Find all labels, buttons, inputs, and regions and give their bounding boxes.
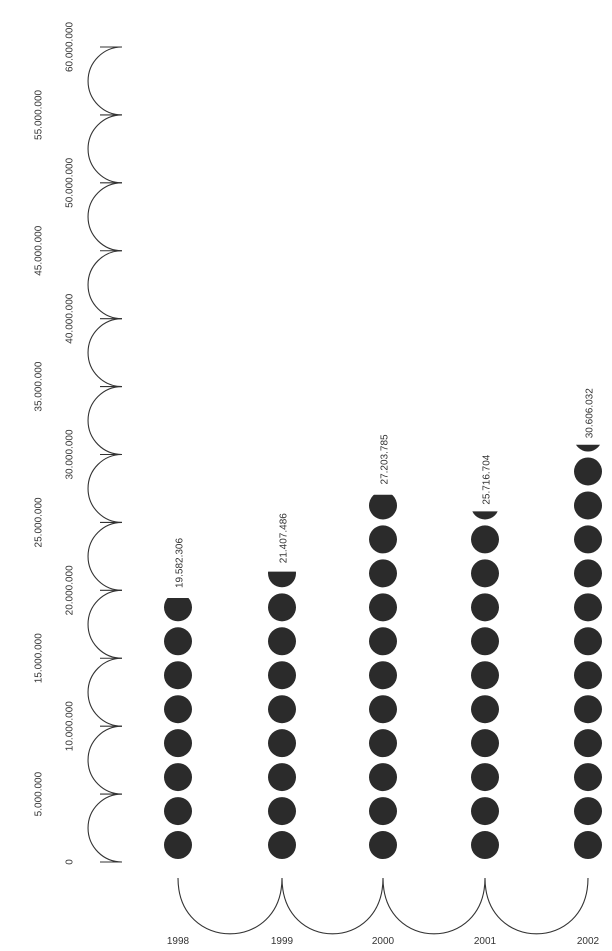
x-tick-label: 2002 [577,936,600,947]
value-circle [369,695,397,724]
value-circle [574,695,602,724]
y-tick-label: 25.000.000 [34,497,45,547]
data-column: 19.582.306 [164,538,192,860]
value-circle [369,525,397,554]
value-circle [574,763,602,792]
value-circle [268,661,296,690]
value-circle [369,627,397,656]
value-circle [471,593,499,622]
partial-value-circle [576,444,600,452]
value-circle [369,593,397,622]
y-tick-label: 50.000.000 [65,157,76,207]
value-label: 25.716.704 [482,454,493,504]
x-tick-label: 1998 [167,936,190,947]
value-circle [574,797,602,826]
value-circle [164,763,192,792]
value-circle [268,593,296,622]
value-circle [369,763,397,792]
partial-value-circle [472,511,498,520]
y-tick-label: 30.000.000 [65,429,76,479]
value-label: 21.407.486 [279,513,290,563]
value-circle [268,763,296,792]
x-axis-line [177,877,589,935]
value-circle [574,559,602,588]
value-circle [268,729,296,758]
value-circle [369,729,397,758]
value-circle [574,831,602,860]
value-circle [164,695,192,724]
partial-value-circle [268,571,296,588]
value-circle [369,797,397,826]
value-circle [164,661,192,690]
y-tick-label: 10.000.000 [65,701,76,751]
x-axis: 1998 1999 2000 2001 2002 [167,877,600,947]
value-circle [164,627,192,656]
value-circle [164,797,192,826]
value-circle [471,763,499,792]
value-circle [574,525,602,554]
value-circle [471,559,499,588]
value-circle [574,593,602,622]
value-circle [164,729,192,758]
value-circle [268,831,296,860]
value-circle [369,559,397,588]
value-circle [471,831,499,860]
x-tick-label: 1999 [271,936,294,947]
value-label: 19.582.306 [175,538,186,588]
data-column: 30.606.032 [574,388,602,860]
value-label: 27.203.785 [380,434,391,484]
y-tick-label: 35.000.000 [34,361,45,411]
data-columns: 19.582.306 21.407.486 27.203.785 25.716.704… [164,388,602,860]
y-tick-label: 20.000.000 [65,565,76,615]
y-tick-label: 45.000.000 [34,225,45,275]
y-tick-label: 15.000.000 [34,633,45,683]
value-circle [471,661,499,690]
data-column: 21.407.486 [268,513,296,860]
value-circle [268,627,296,656]
x-tick-label: 2001 [474,936,497,947]
y-tick-label: 0 [65,859,76,865]
value-circle [268,695,296,724]
value-circle [574,457,602,486]
value-circle [471,695,499,724]
value-circle [471,797,499,826]
value-circle [268,797,296,826]
partial-value-circle [164,597,192,622]
value-circle [574,661,602,690]
value-circle [574,627,602,656]
value-circle [574,491,602,520]
y-tick-label: 55.000.000 [34,89,45,139]
value-circle [369,661,397,690]
partial-value-circle [369,494,397,520]
y-tick-label: 40.000.000 [65,293,76,343]
data-column: 27.203.785 [369,434,397,860]
value-circle [164,831,192,860]
value-circle [471,627,499,656]
value-label: 30.606.032 [585,388,596,438]
x-tick-label: 2000 [372,936,395,947]
data-column: 25.716.704 [471,454,499,860]
value-circle [471,525,499,554]
y-tick-label: 5.000.000 [34,771,45,816]
value-circle [574,729,602,758]
y-tick-label: 60.000.000 [65,22,76,72]
y-axis: 0 5.000.000 10.000.000 15.000.000 20.000.000… [34,22,123,865]
value-circle [471,729,499,758]
value-circle [369,831,397,860]
